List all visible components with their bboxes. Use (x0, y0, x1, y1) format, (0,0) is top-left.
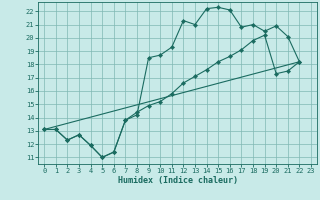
X-axis label: Humidex (Indice chaleur): Humidex (Indice chaleur) (118, 176, 238, 185)
